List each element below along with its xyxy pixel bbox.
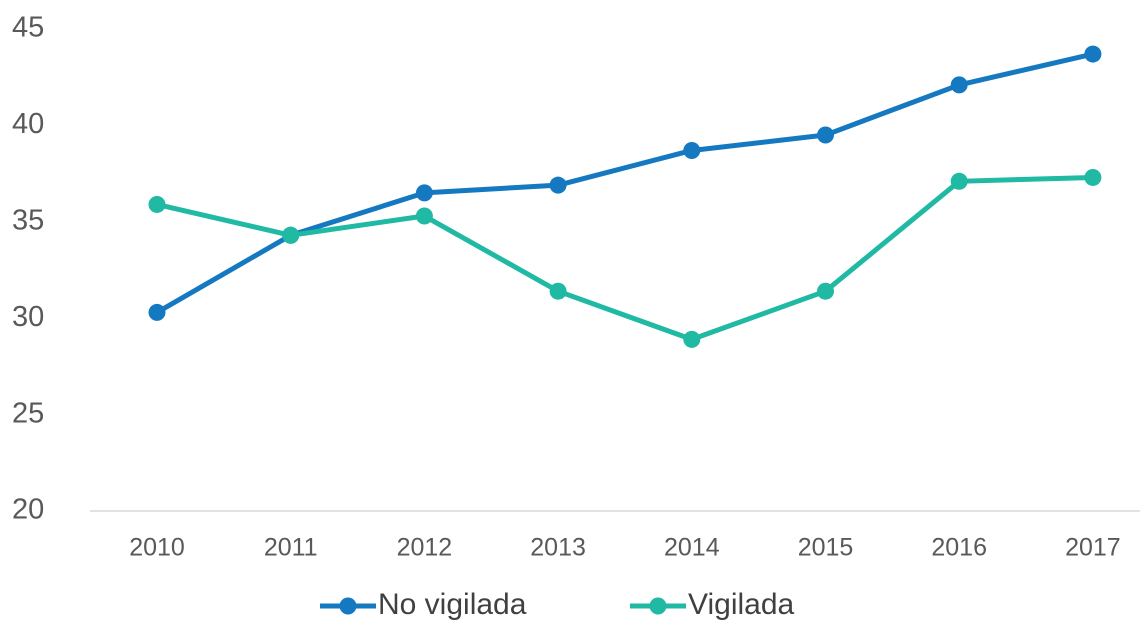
y-tick-label: 45	[12, 12, 44, 44]
data-point	[549, 282, 567, 300]
data-point	[950, 172, 968, 190]
legend-label: Vigilada	[688, 588, 795, 621]
y-tick-label: 35	[12, 204, 44, 236]
y-tick-label: 25	[12, 397, 44, 429]
series-line	[156, 174, 1093, 342]
y-tick-label: 40	[12, 108, 44, 140]
x-tick-label: 2013	[530, 534, 586, 562]
x-tick-label: 2010	[129, 534, 185, 562]
data-point	[148, 303, 166, 321]
y-tick-label: 30	[12, 301, 44, 333]
legend-marker	[339, 597, 357, 615]
x-tick-label: 2011	[264, 534, 318, 562]
x-tick-label: 2012	[397, 534, 453, 562]
legend-label: No vigilada	[378, 588, 527, 621]
y-tick-label: 20	[12, 494, 44, 526]
data-point	[148, 195, 166, 213]
data-point	[683, 141, 701, 159]
data-point	[817, 282, 834, 300]
x-tick-label: 2015	[798, 534, 854, 562]
data-point	[950, 76, 968, 94]
data-point	[415, 184, 433, 202]
data-point	[1084, 168, 1102, 186]
x-tick-label: 2014	[664, 534, 720, 562]
data-point	[817, 126, 834, 144]
data-point	[683, 330, 701, 348]
data-point	[282, 226, 300, 244]
x-tick-label: 2016	[931, 534, 987, 562]
data-point	[415, 207, 433, 225]
x-tick-label: 2017	[1065, 534, 1121, 562]
data-point	[549, 176, 567, 194]
data-point	[1084, 45, 1102, 63]
legend-marker	[649, 597, 667, 615]
series-line	[155, 51, 1094, 315]
